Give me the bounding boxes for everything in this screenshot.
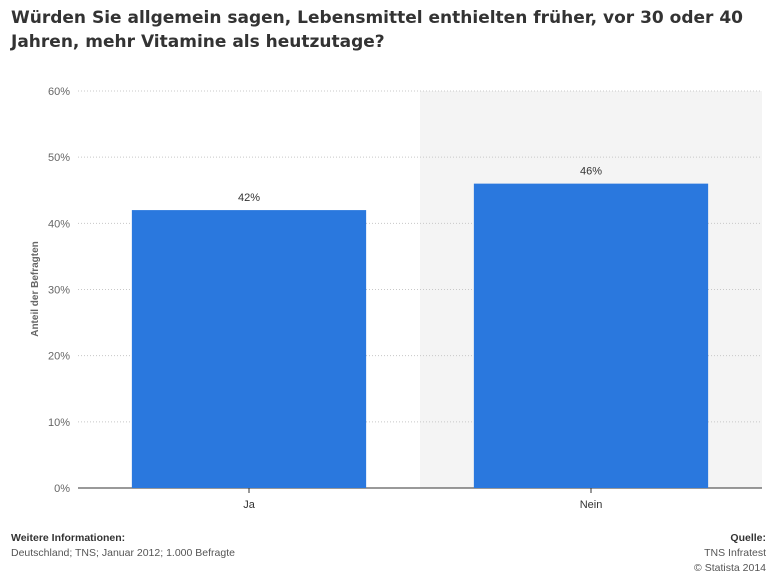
y-tick-label: 50% (48, 152, 70, 164)
info-heading: Weitere Informationen: (11, 532, 126, 544)
y-tick-label: 20% (48, 351, 70, 363)
footer-info: Weitere Informationen: Deutschland; TNS;… (11, 531, 235, 561)
y-tick-label: 10% (48, 417, 70, 429)
info-text: Deutschland; TNS; Januar 2012; 1.000 Bef… (11, 547, 235, 559)
y-axis-label: Anteil der Befragten (30, 241, 41, 337)
x-tick-label: Nein (580, 499, 603, 511)
y-tick-label: 40% (48, 218, 70, 230)
bar-value-label: 46% (580, 166, 602, 178)
x-tick-label: Ja (243, 499, 256, 511)
footer-source: Quelle: TNS Infratest © Statista 2014 (694, 531, 766, 576)
y-tick-label: 60% (48, 86, 70, 98)
y-tick-label: 0% (54, 483, 70, 495)
bar (473, 183, 709, 488)
bar-value-label: 42% (238, 192, 260, 204)
y-tick-label: 30% (48, 285, 70, 297)
source-heading: Quelle: (730, 532, 766, 544)
source-text: TNS Infratest (704, 547, 766, 559)
copyright-text: © Statista 2014 (694, 562, 766, 574)
chart-title: Würden Sie allgemein sagen, Lebensmittel… (11, 8, 743, 52)
bar (131, 210, 367, 488)
